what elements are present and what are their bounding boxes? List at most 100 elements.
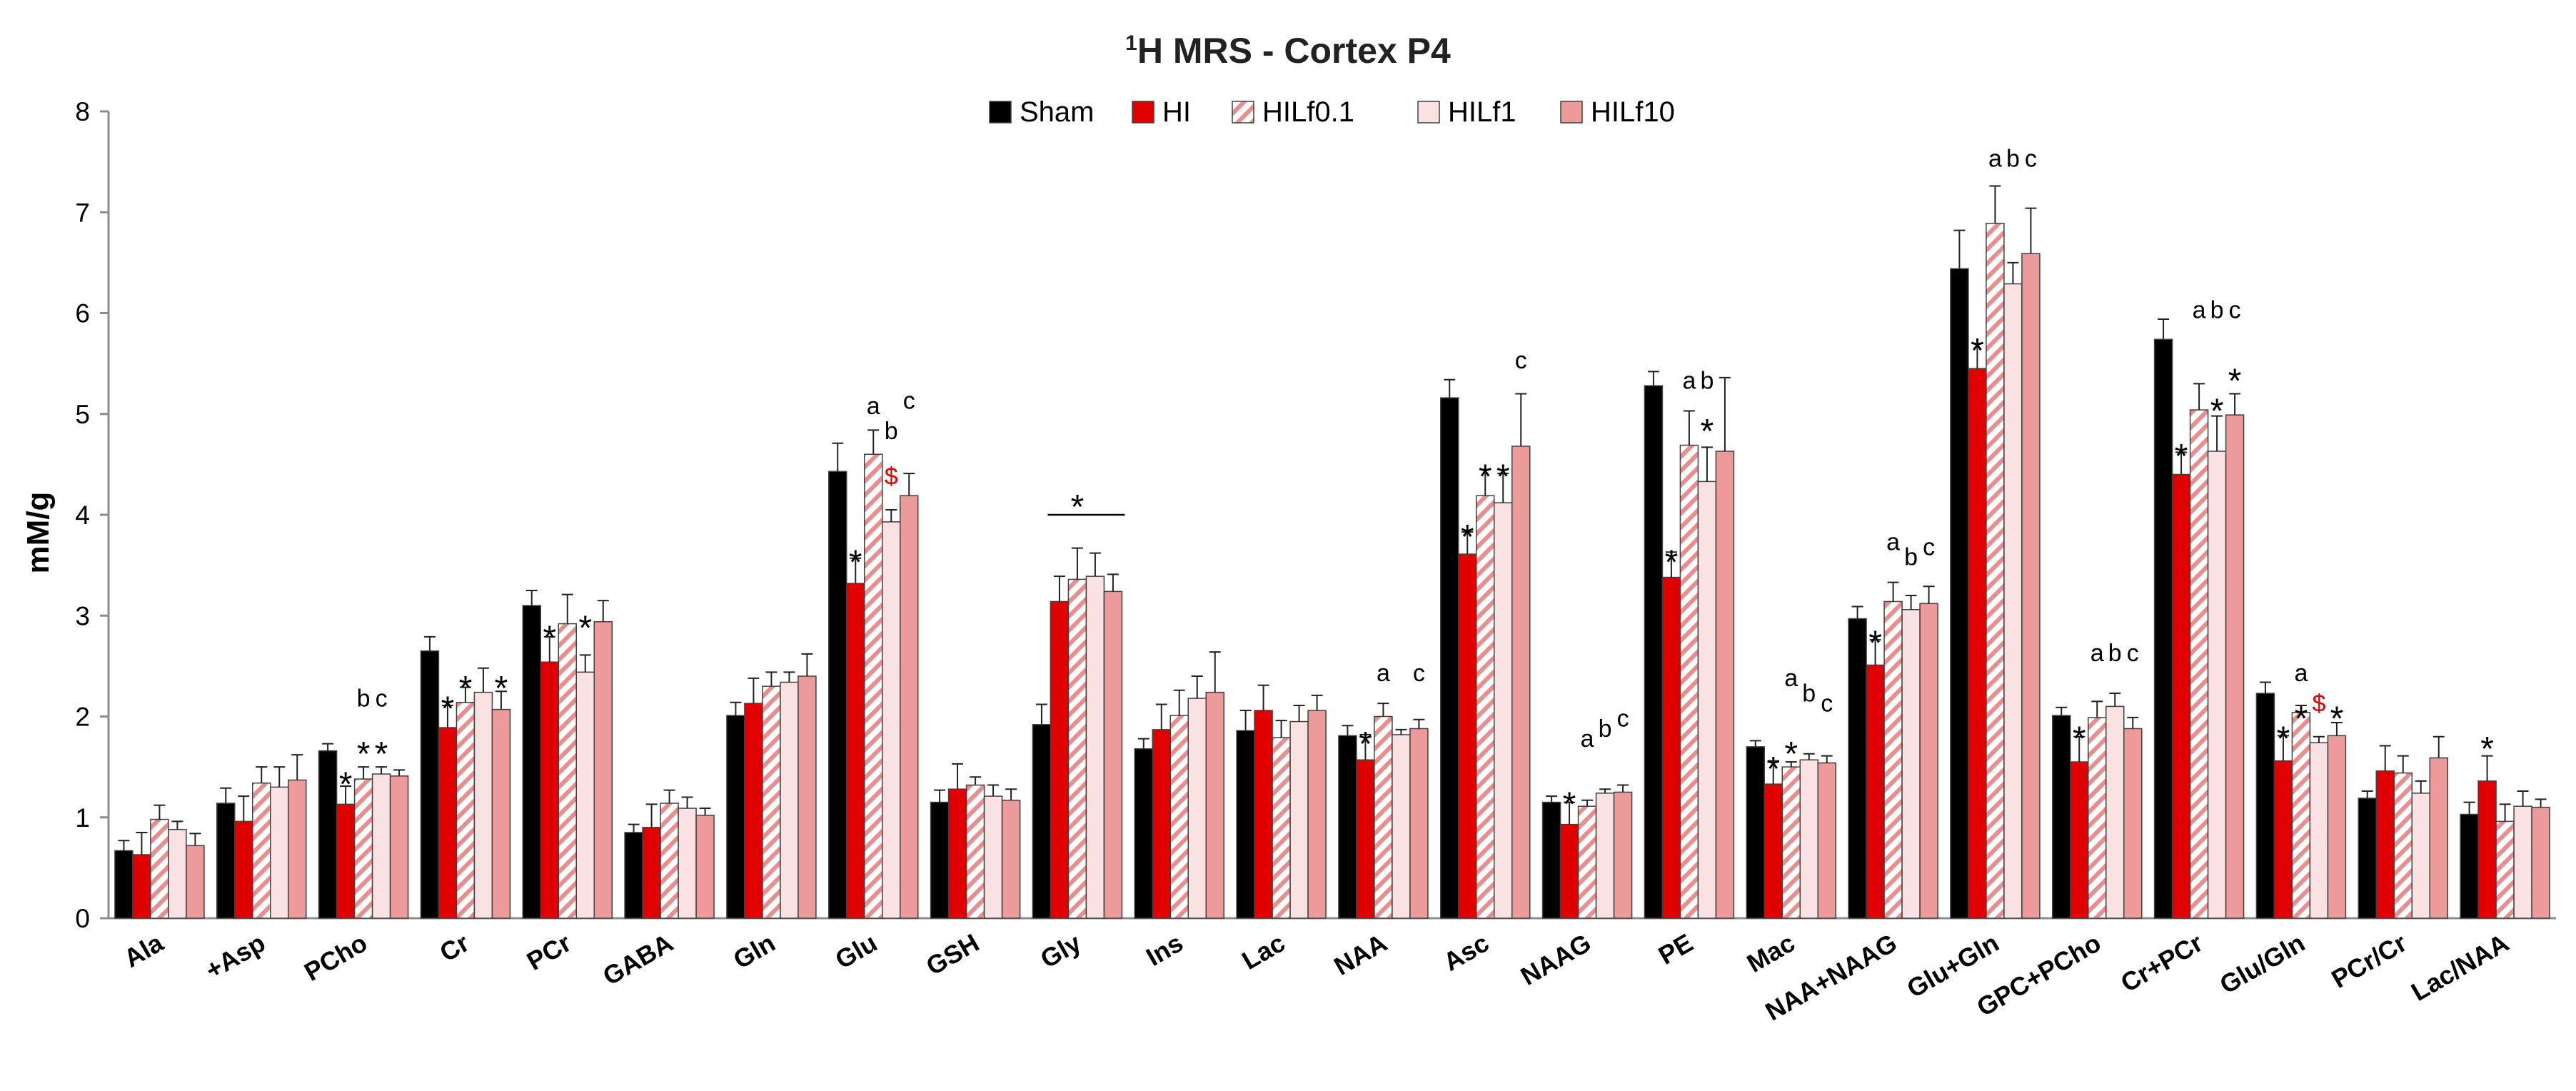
bar	[2358, 798, 2377, 919]
bar	[726, 715, 745, 919]
significance-marker: c	[1617, 705, 1629, 733]
significance-marker: *	[357, 735, 371, 773]
bar	[1866, 664, 1885, 919]
bar	[882, 521, 901, 919]
bar	[2207, 451, 2227, 919]
x-axis: Ala +Asp PCho Cr PCr GABA Gln Glu GSH Gly Ins Lac NA…	[109, 917, 2556, 1026]
bar	[2531, 806, 2550, 919]
bar	[2411, 793, 2430, 919]
bar	[695, 815, 715, 919]
bar	[2460, 813, 2479, 919]
bar	[1511, 446, 1531, 919]
x-category-label: Mac	[1742, 927, 1800, 978]
bar	[2225, 414, 2245, 919]
bar	[828, 471, 847, 919]
bar	[1883, 600, 1903, 919]
y-axis-title: mM/g	[21, 492, 56, 574]
bar	[983, 795, 1003, 919]
bar	[1541, 801, 1561, 919]
bar	[2513, 805, 2532, 919]
significance-marker: a	[1581, 725, 1594, 753]
x-category-label: Gly	[1035, 927, 1086, 974]
significance-marker: *	[1479, 458, 1492, 496]
bar	[2153, 338, 2173, 919]
x-category-label: PCr	[522, 927, 576, 976]
bar	[1595, 793, 1615, 919]
bar	[762, 685, 781, 919]
significance-marker: *	[2277, 720, 2290, 758]
y-tick-label: 5	[75, 400, 90, 429]
bar	[965, 784, 985, 919]
significance-marker: *	[543, 619, 556, 657]
x-category-label: Glu/Gln	[2215, 927, 2310, 1000]
bar	[1134, 748, 1153, 919]
y-axis: 0 1 2 3 4 5 6 7 8	[75, 97, 110, 933]
bar	[150, 818, 169, 919]
bar	[270, 786, 289, 919]
bar	[1968, 368, 1987, 919]
bar	[798, 675, 817, 919]
bar	[2477, 780, 2497, 919]
bar	[864, 453, 883, 919]
significance-marker: *	[2175, 438, 2188, 476]
legend-swatch	[989, 101, 1012, 124]
significance-marker: b	[357, 685, 371, 712]
bar	[522, 605, 541, 919]
bar	[1169, 715, 1189, 919]
bar	[1764, 783, 1783, 919]
bar	[2255, 693, 2275, 919]
bar	[2171, 473, 2191, 919]
bar	[1103, 590, 1123, 919]
bar	[473, 691, 493, 919]
significance-marker: c	[2025, 146, 2037, 173]
significance-marker: *	[1496, 458, 1510, 496]
legend-swatch	[1132, 101, 1154, 124]
bar	[1458, 553, 1477, 919]
bar	[678, 808, 697, 919]
bar	[2327, 735, 2347, 919]
bar	[234, 820, 253, 919]
bar-group	[114, 223, 2550, 919]
significance-marker: c	[2229, 297, 2241, 324]
bar	[1799, 759, 1818, 919]
significance-marker: *	[1868, 625, 1882, 663]
bar	[2393, 772, 2413, 919]
y-tick-label: 3	[75, 601, 90, 630]
y-tick-label: 4	[75, 501, 90, 530]
significance-marker: c	[1821, 690, 1833, 717]
bar	[132, 854, 151, 919]
significance-marker: a	[2193, 297, 2206, 324]
bar	[1440, 397, 1459, 919]
significance-marker: b	[1802, 680, 1816, 707]
bar	[2291, 712, 2311, 919]
bar	[930, 801, 950, 919]
bar	[1050, 600, 1070, 919]
bar	[1356, 759, 1375, 919]
bar	[1697, 481, 1717, 919]
bar	[1152, 729, 1171, 919]
bar	[1559, 823, 1579, 919]
bar	[1817, 762, 1836, 919]
significance-marker: *	[1784, 735, 1798, 773]
significance-marker: *	[1971, 332, 1984, 370]
y-tick-label: 1	[75, 803, 90, 833]
bar	[1409, 728, 1429, 919]
bar	[1205, 691, 1224, 919]
significance-marker: *	[849, 544, 862, 582]
legend-label: HI	[1162, 96, 1191, 128]
legend-swatch	[1417, 101, 1440, 124]
significance-marker: c	[2127, 640, 2139, 667]
bar	[1986, 223, 2005, 919]
legend-swatch	[1232, 101, 1254, 124]
y-tick-label: 7	[75, 198, 90, 227]
bar	[353, 778, 373, 919]
bar	[1781, 766, 1801, 919]
significance-marker: *	[1461, 518, 1474, 556]
bar	[1661, 576, 1681, 919]
bar	[2003, 283, 2023, 919]
bar	[593, 620, 613, 919]
bar	[1187, 698, 1207, 919]
x-category-label: NAAG	[1516, 927, 1596, 991]
bar	[186, 845, 205, 919]
bar	[2105, 705, 2125, 919]
